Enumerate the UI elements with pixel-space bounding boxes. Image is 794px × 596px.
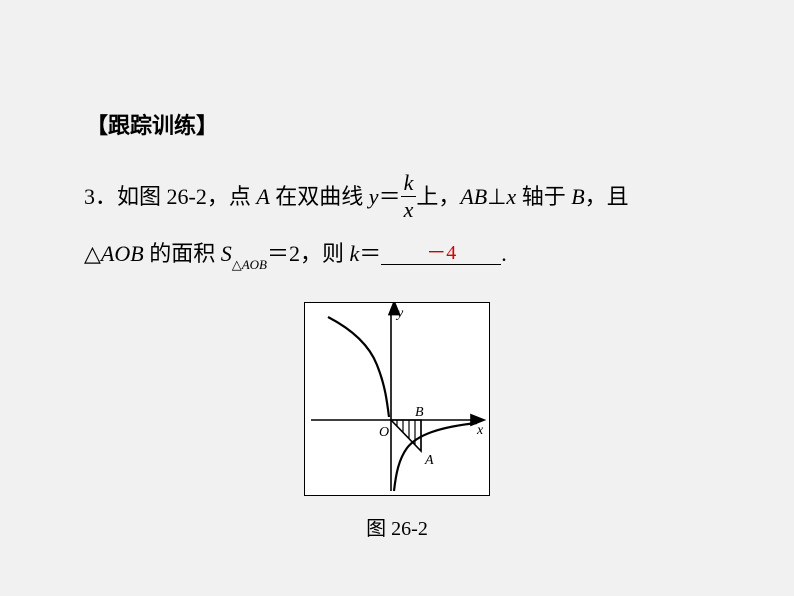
var-b: B xyxy=(571,184,584,209)
figure-caption: 图 26-2 xyxy=(304,512,490,541)
triangle-oba xyxy=(391,420,421,451)
var-aob: AOB xyxy=(101,241,144,266)
var-s: S xyxy=(221,241,232,266)
problem-text: 3．如图 26-2，点 A 在双曲线 y＝kx上，AB⊥x 轴于 B，且 △AO… xyxy=(84,168,724,282)
axis-label-x: x xyxy=(476,423,484,438)
fraction-num: k xyxy=(401,172,417,196)
curve-q4 xyxy=(394,423,477,491)
text-fragment: 上， xyxy=(416,184,460,209)
text-fragment: ，且 xyxy=(585,184,629,209)
text-fragment: ＝2，则 xyxy=(267,241,350,266)
eq-lhs: y xyxy=(369,184,379,209)
problem-line-2: △AOB 的面积 S△AOB＝2，则 k＝－4. xyxy=(84,225,724,282)
label-a: A xyxy=(424,453,434,468)
label-b: B xyxy=(415,405,424,420)
var-ab: AB xyxy=(460,184,487,209)
figure-container: x y O B A 图 26-2 xyxy=(304,302,490,541)
sub-tri: △ xyxy=(232,257,242,272)
answer-blank: －4 xyxy=(381,239,501,265)
text-fragment: 在双曲线 xyxy=(270,184,369,209)
figure-svg: x y O B A xyxy=(305,303,491,497)
period: . xyxy=(501,241,507,266)
var-x: x xyxy=(506,184,516,209)
slide: 【跟踪训练】 3．如图 26-2，点 A 在双曲线 y＝kx上，AB⊥x 轴于 … xyxy=(0,0,794,596)
perp-symbol: ⊥ xyxy=(487,184,506,209)
fraction-den: x xyxy=(401,196,417,221)
subscript: △AOB xyxy=(232,257,267,272)
problem-line-1: 3．如图 26-2，点 A 在双曲线 y＝kx上，AB⊥x 轴于 B，且 xyxy=(84,168,724,225)
text-fragment: 轴于 xyxy=(516,184,571,209)
text-fragment: 3．如图 26-2，点 xyxy=(84,184,256,209)
axis-label-y: y xyxy=(395,306,404,321)
fraction: kx xyxy=(401,172,417,221)
equals: ＝ xyxy=(379,184,401,209)
text-fragment: 的面积 xyxy=(144,241,221,266)
answer-value: －4 xyxy=(426,242,456,264)
sub-aob: AOB xyxy=(242,257,267,272)
var-k: k xyxy=(350,241,360,266)
section-heading: 【跟踪训练】 xyxy=(86,108,218,140)
label-origin: O xyxy=(379,425,389,440)
figure-box: x y O B A xyxy=(304,302,490,496)
var-a: A xyxy=(256,184,269,209)
triangle-symbol: △ xyxy=(84,241,101,266)
curve-q2 xyxy=(328,317,389,417)
equals: ＝ xyxy=(359,241,381,266)
